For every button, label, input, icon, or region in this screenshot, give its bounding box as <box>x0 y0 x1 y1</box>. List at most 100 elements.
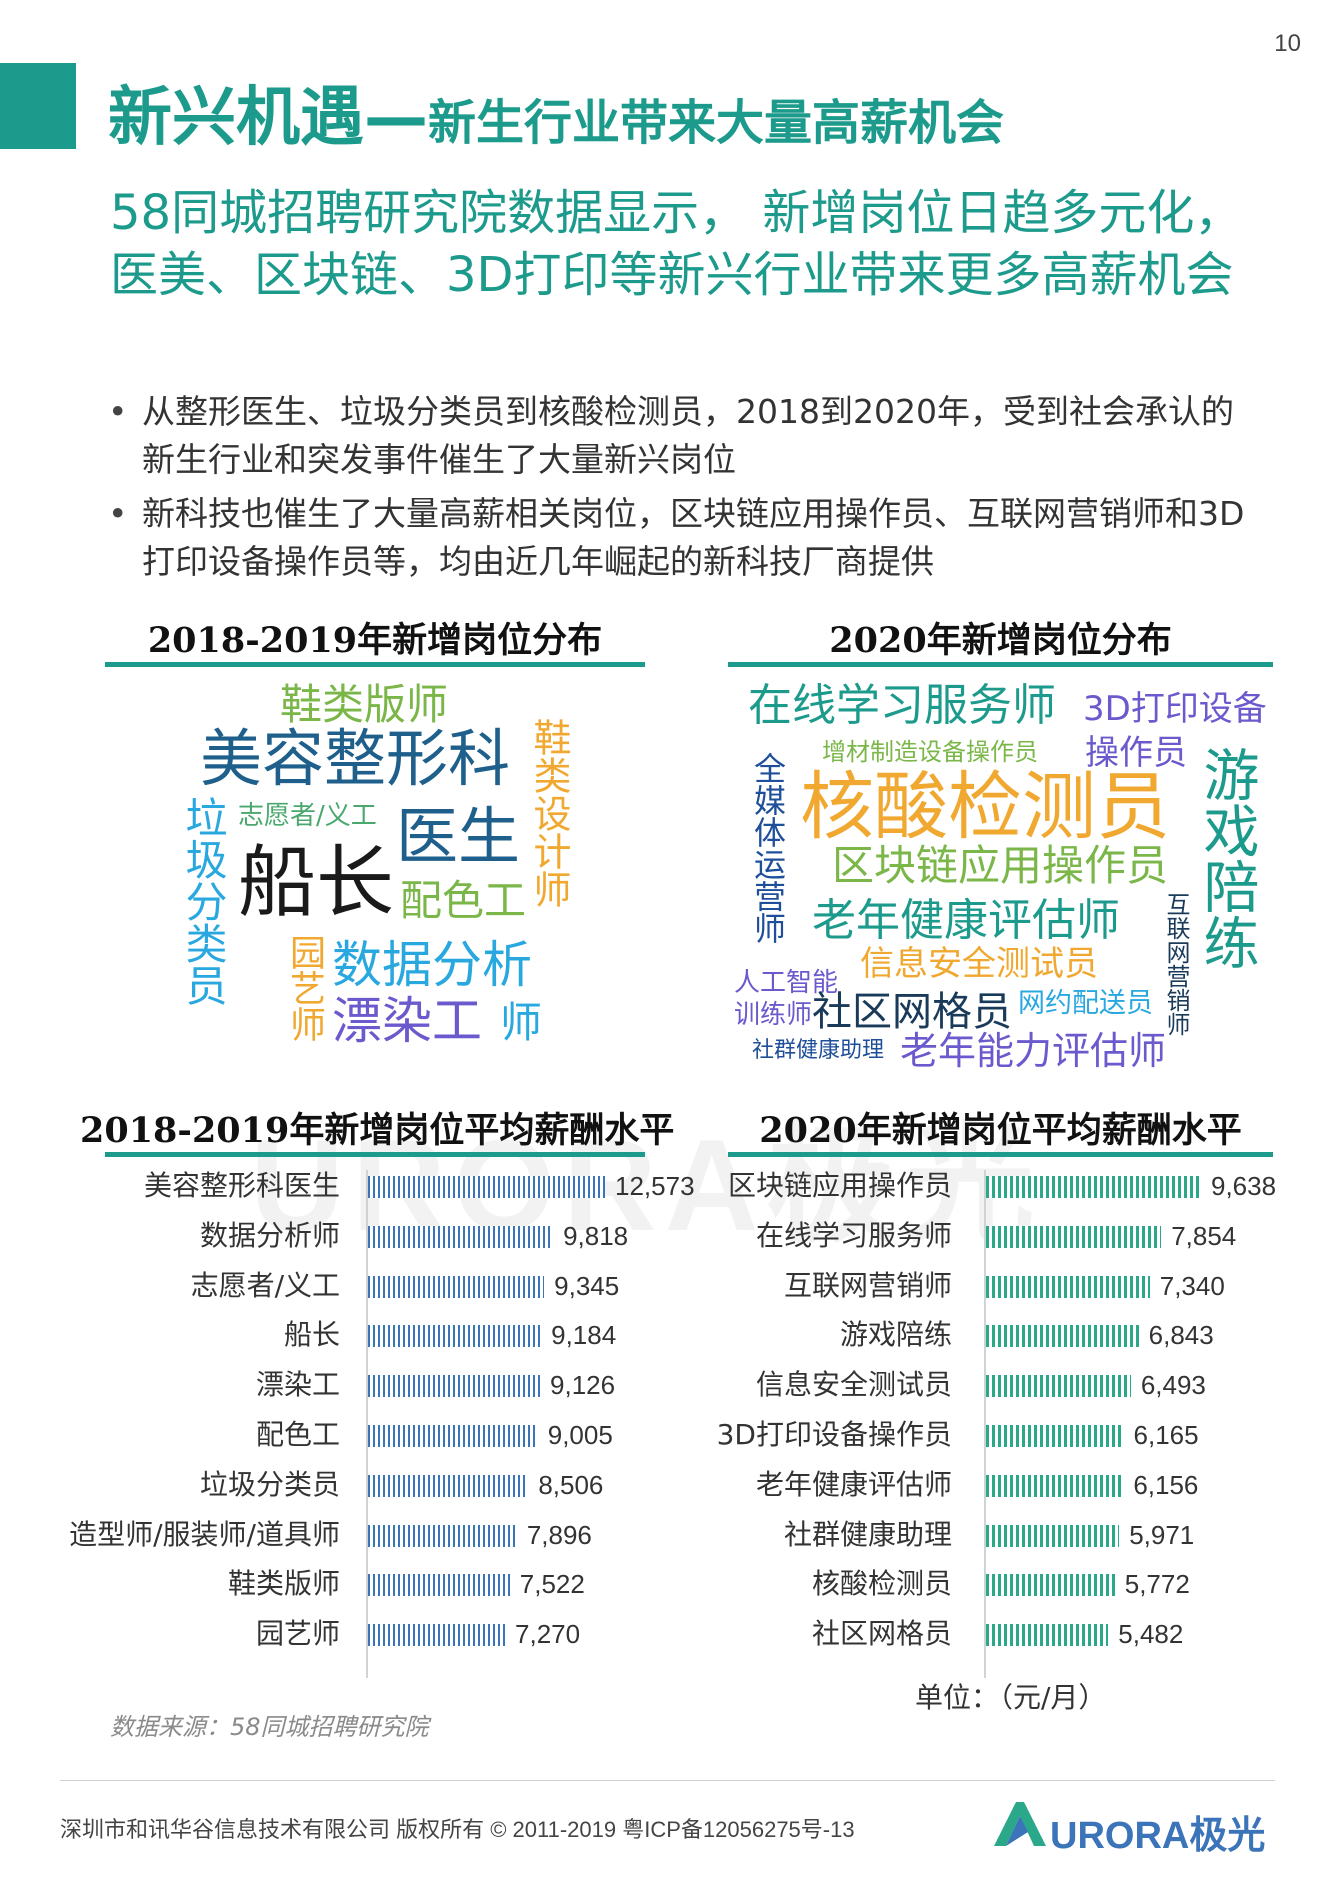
bar-value-label: 9,345 <box>554 1270 620 1301</box>
bar-category-label: 社群健康助理 <box>783 1517 952 1551</box>
wordcloud-word: 社区网格员 <box>812 989 1012 1035</box>
bar-row: 核酸检测员 5,772 <box>0 1568 1331 1600</box>
bar <box>986 1474 1124 1497</box>
wordcloud-word: 增材制造设备操作员 <box>822 738 1038 766</box>
bar-row: 垃圾分类员 8,506 <box>0 1467 700 1501</box>
wordcloud-word: 社群健康助理 <box>752 1038 885 1063</box>
bar-row: 社群健康助理 5,971 <box>0 1517 1331 1551</box>
wordcloud-word: 互联网营销师 <box>1162 892 1190 1036</box>
bar <box>986 1574 1115 1597</box>
bar-value-label: 6,843 <box>1148 1320 1214 1351</box>
bar-row: 互联网营销师 7,340 <box>0 1268 1331 1302</box>
bullet-list: 从整形医生、垃圾分类员到核酸检测员，2018到2020年，受到社会承认的新生行业… <box>108 388 1258 592</box>
bar-row: 数据分析师 9,818 <box>0 1218 700 1252</box>
wordcloud-word: 人工智能 <box>734 968 839 998</box>
bar-row: 志愿者/义工 9,345 <box>0 1268 700 1302</box>
wordcloud-word: 操作员 <box>1085 733 1187 773</box>
bar <box>368 1375 541 1398</box>
wordcloud-word: 信息安全测试员 <box>860 944 1098 984</box>
wordcloud-word: 美容整形科 <box>200 722 511 795</box>
bar-row: 美容整形科医生 12,573 <box>0 1170 700 1202</box>
bar-row: 在线学习服务师 7,854 <box>0 1218 1331 1252</box>
bar-category-label: 漂染工 <box>255 1368 340 1402</box>
bar <box>986 1425 1124 1447</box>
title-accent-bar <box>0 63 76 149</box>
bar-category-label: 数据分析师 <box>199 1218 340 1252</box>
bar-category-label: 互联网营销师 <box>783 1268 952 1302</box>
wordcloud-word: 核酸检测员 <box>800 764 1170 850</box>
bar-row: 信息安全测试员 6,493 <box>0 1369 1331 1401</box>
bar-chart-left-title: 2018-2019年新增岗位平均薪酬水平 <box>80 1110 675 1151</box>
bar-category-label: 船长 <box>283 1318 340 1352</box>
bar-category-label: 核酸检测员 <box>811 1567 952 1601</box>
bar-value-label: 9,818 <box>563 1220 629 1251</box>
data-source: 数据来源：58同城招聘研究院 <box>110 1713 429 1741</box>
bar-category-label: 信息安全测试员 <box>755 1368 952 1402</box>
bar-category-label: 鞋类版师 <box>227 1567 340 1601</box>
bar-row: 老年健康评估师 6,156 <box>0 1468 1331 1501</box>
bar-category-label: 造型师/服装师/道具师 <box>69 1517 340 1551</box>
bar-row: 鞋类版师 7,522 <box>0 1568 700 1600</box>
bar-row: 配色工 9,005 <box>0 1419 700 1451</box>
brand-logo-icon <box>994 1802 1046 1846</box>
bar-value-label: 12,573 <box>615 1171 695 1201</box>
bar-value-label: 7,270 <box>515 1619 581 1650</box>
bar-axis <box>366 1170 368 1678</box>
unit-label: 单位：（元/月） <box>915 1681 1107 1714</box>
bar-value-label: 9,126 <box>550 1370 616 1401</box>
wordcloud-word: 3D打印设备 <box>1083 689 1267 729</box>
wordcloud-word: 船长 <box>238 838 395 928</box>
bar-value-label: 7,896 <box>526 1519 592 1550</box>
bar <box>986 1524 1120 1547</box>
wordcloud-word: 区块链应用操作员 <box>832 841 1169 890</box>
bar-value-label: 8,506 <box>538 1469 604 1500</box>
bar-category-label: 配色工 <box>255 1418 340 1451</box>
wordcloud-word: 全媒体运营师 <box>749 752 787 944</box>
bar <box>986 1225 1162 1248</box>
bar-category-label: 游戏陪练 <box>839 1318 952 1352</box>
page-number: 10 <box>1274 30 1301 57</box>
bar-category-label: 垃圾分类员 <box>199 1467 340 1501</box>
bar-category-label: 美容整形科医生 <box>143 1169 340 1202</box>
bar-row: 3D打印设备操作员 6,165 <box>0 1419 1331 1451</box>
wordcloud-right-title: 2020年新增岗位分布 <box>829 620 1172 661</box>
brand-name: URORA极光 <box>1050 1815 1266 1857</box>
bar <box>986 1275 1150 1298</box>
bar-axis <box>984 1170 986 1678</box>
wordcloud-word: 数据分析 <box>332 936 532 994</box>
bar-chart-left: 美容整形科医生 12,573 数据分析师 9,818 志愿者/义工 9,345 船长 9,18… <box>0 1170 700 1680</box>
bar-row: 造型师/服装师/道具师 7,896 <box>0 1517 700 1551</box>
bar-value-label: 7,854 <box>1171 1220 1237 1251</box>
bar-category-label: 在线学习服务师 <box>755 1218 952 1252</box>
bar-value-label: 9,638 <box>1211 1171 1277 1201</box>
bar-chart-left-rule <box>105 1152 645 1157</box>
wordcloud-word: 配色工 <box>400 876 527 925</box>
wordcloud-word: 网约配送员 <box>1018 988 1153 1019</box>
wordcloud-word: 游戏陪练 <box>1194 746 1259 970</box>
wordcloud-word: 在线学习服务师 <box>748 680 1056 731</box>
bar-value-label: 7,522 <box>519 1569 585 1600</box>
bullet-item: 新科技也催生了大量高薪相关岗位，区块链应用操作员、互联网营销师和3D打印设备操作… <box>108 490 1258 586</box>
bar <box>368 1176 605 1198</box>
bar-row: 船长 9,184 <box>0 1319 700 1351</box>
bar-value-label: 6,493 <box>1140 1370 1206 1401</box>
bar <box>368 1225 554 1248</box>
wordcloud-word: 鞋类设计师 <box>527 718 571 908</box>
page-title-sub: 新生行业带来大量高薪机会 <box>428 95 1005 151</box>
bar-category-label: 志愿者/义工 <box>190 1268 340 1302</box>
bar <box>368 1425 538 1447</box>
bar-category-label: 社区网格员 <box>811 1617 952 1651</box>
wordcloud-word: 园艺师 <box>284 934 325 1042</box>
bar-row: 园艺师 7,270 <box>0 1618 700 1650</box>
bar <box>986 1375 1131 1398</box>
bar-row: 漂染工 9,126 <box>0 1369 700 1401</box>
bar-value-label: 9,005 <box>547 1420 613 1450</box>
bar-value-label: 5,482 <box>1118 1619 1184 1650</box>
wordcloud-word: 志愿者/义工 <box>238 801 377 831</box>
bar <box>368 1275 545 1298</box>
wordcloud-word: 垃圾分类员 <box>179 796 228 1006</box>
bar-row: 游戏陪练 6,843 <box>0 1319 1331 1351</box>
bar <box>368 1624 506 1647</box>
bar-chart-right: 区块链应用操作员 9,638 在线学习服务师 7,854 互联网营销师 7,340 游戏陪练… <box>0 1170 1331 1680</box>
headline: 58同城招聘研究院数据显示， 新增岗位日趋多元化，医美、区块链、3D打印等新兴行… <box>110 185 1243 303</box>
